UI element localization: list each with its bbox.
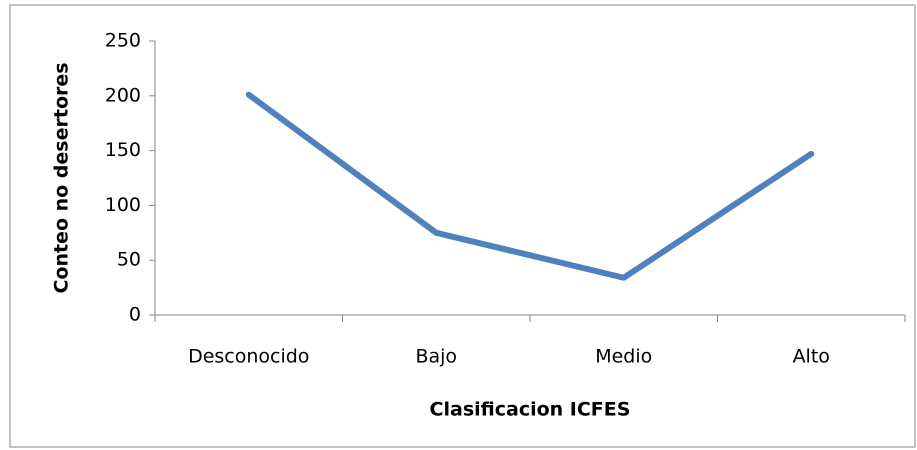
y-tick-label: 0: [129, 304, 141, 326]
x-tick-label: Medio: [595, 346, 652, 368]
series-line: [245, 91, 815, 281]
x-axis-title: Clasificacion ICFES: [430, 399, 631, 421]
y-tick-label: 200: [105, 84, 141, 106]
y-tick-label: 50: [117, 249, 141, 271]
y-tick-label: 150: [105, 139, 141, 161]
chart-frame: [9, 4, 916, 448]
y-axis-title: Conteo no desertores: [51, 62, 73, 293]
x-tick-label: Alto: [793, 346, 830, 368]
y-tick-label: 250: [105, 30, 141, 52]
x-tick-label: Bajo: [415, 346, 457, 368]
x-tick-label: Desconocido: [188, 346, 309, 368]
y-tick-label: 100: [105, 194, 141, 216]
